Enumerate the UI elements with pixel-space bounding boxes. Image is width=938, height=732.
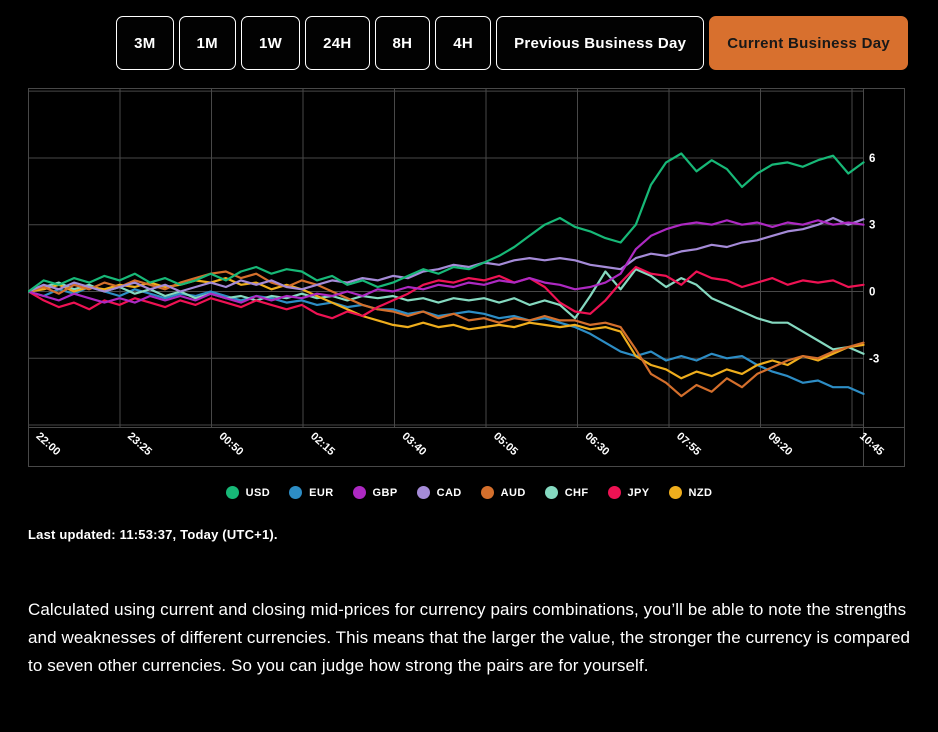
legend-item-jpy[interactable]: JPY	[607, 486, 650, 499]
legend-label: GBP	[372, 486, 398, 499]
aud-legend-dot-icon	[480, 486, 494, 499]
chart-legend: USD EUR GBP CAD AUD CHF JPY NZD	[0, 486, 938, 499]
timeframe-toolbar: 3M 1M 1W 24H 8H 4H Previous Business Day Curren…	[116, 16, 908, 70]
timeframe-button-24h[interactable]: 24H	[305, 16, 370, 70]
y-axis-label: 6	[869, 153, 875, 165]
jpy-legend-dot-icon	[607, 486, 621, 499]
x-axis-label: 09:20	[765, 430, 794, 458]
legend-label: USD	[245, 486, 271, 499]
cad-legend-dot-icon	[416, 486, 430, 499]
timeframe-button-3m[interactable]: 3M	[116, 16, 174, 70]
legend-item-eur[interactable]: EUR	[289, 486, 333, 499]
x-axis-label: 03:40	[399, 430, 428, 458]
legend-label: JPY	[627, 486, 650, 499]
legend-item-cad[interactable]: CAD	[416, 486, 462, 499]
last-updated-text: Last updated: 11:53:37, Today (UTC+1).	[28, 527, 278, 542]
series-line-usd	[28, 152, 865, 293]
y-axis-label: 3	[869, 220, 875, 232]
x-axis-label: 10:45	[857, 430, 886, 458]
x-axis-label: 00:50	[216, 430, 245, 458]
legend-item-gbp[interactable]: GBP	[352, 486, 398, 499]
legend-item-usd[interactable]: USD	[225, 486, 271, 499]
eur-legend-dot-icon	[289, 486, 303, 499]
series-line-gbp	[28, 219, 865, 304]
nzd-legend-dot-icon	[668, 486, 682, 499]
description-text: Calculated using current and closing mid…	[28, 600, 911, 675]
timeframe-button-8h[interactable]: 8H	[374, 16, 431, 70]
timeframe-button-current-business-day[interactable]: Current Business Day	[709, 16, 908, 70]
legend-label: NZD	[688, 486, 713, 499]
legend-item-chf[interactable]: CHF	[544, 486, 589, 499]
gbp-legend-dot-icon	[352, 486, 366, 499]
series-line-aud	[28, 270, 865, 398]
legend-item-aud[interactable]: AUD	[480, 486, 526, 499]
x-axis-label: 06:30	[582, 430, 611, 458]
series-line-nzd	[28, 277, 865, 380]
series-line-jpy	[28, 265, 865, 320]
series-line-chf	[28, 268, 865, 355]
legend-label: AUD	[500, 486, 526, 499]
series-line-cad	[28, 216, 865, 293]
x-axis-label: 23:25	[125, 430, 154, 458]
x-axis-label: 22:00	[33, 430, 62, 458]
chart-frame	[28, 88, 905, 467]
timeframe-button-4h[interactable]: 4H	[435, 16, 492, 70]
timeframe-button-1w[interactable]: 1W	[240, 16, 301, 70]
legend-label: CHF	[564, 486, 589, 499]
x-axis-label: 02:15	[308, 430, 337, 458]
legend-label: EUR	[309, 486, 334, 499]
x-axis-label: 07:55	[674, 430, 703, 458]
y-axis-label: 0	[869, 287, 875, 299]
currency-strength-chart: 6 3 0 -3 22:00 23:25 00:50 02:15 03:40 05:05 06:30…	[28, 85, 905, 467]
chart-canvas: 6 3 0 -3 22:00 23:25 00:50 02:15 03:40 05:05 06:30…	[28, 88, 905, 467]
timeframe-button-previous-business-day[interactable]: Previous Business Day	[496, 16, 705, 70]
x-axis-label: 05:05	[491, 430, 520, 458]
timeframe-button-1m[interactable]: 1M	[178, 16, 236, 70]
legend-label: CAD	[436, 486, 462, 499]
y-axis-label: -3	[869, 353, 879, 365]
chf-legend-dot-icon	[544, 486, 558, 499]
legend-item-nzd[interactable]: NZD	[668, 486, 713, 499]
usd-legend-dot-icon	[225, 486, 239, 499]
